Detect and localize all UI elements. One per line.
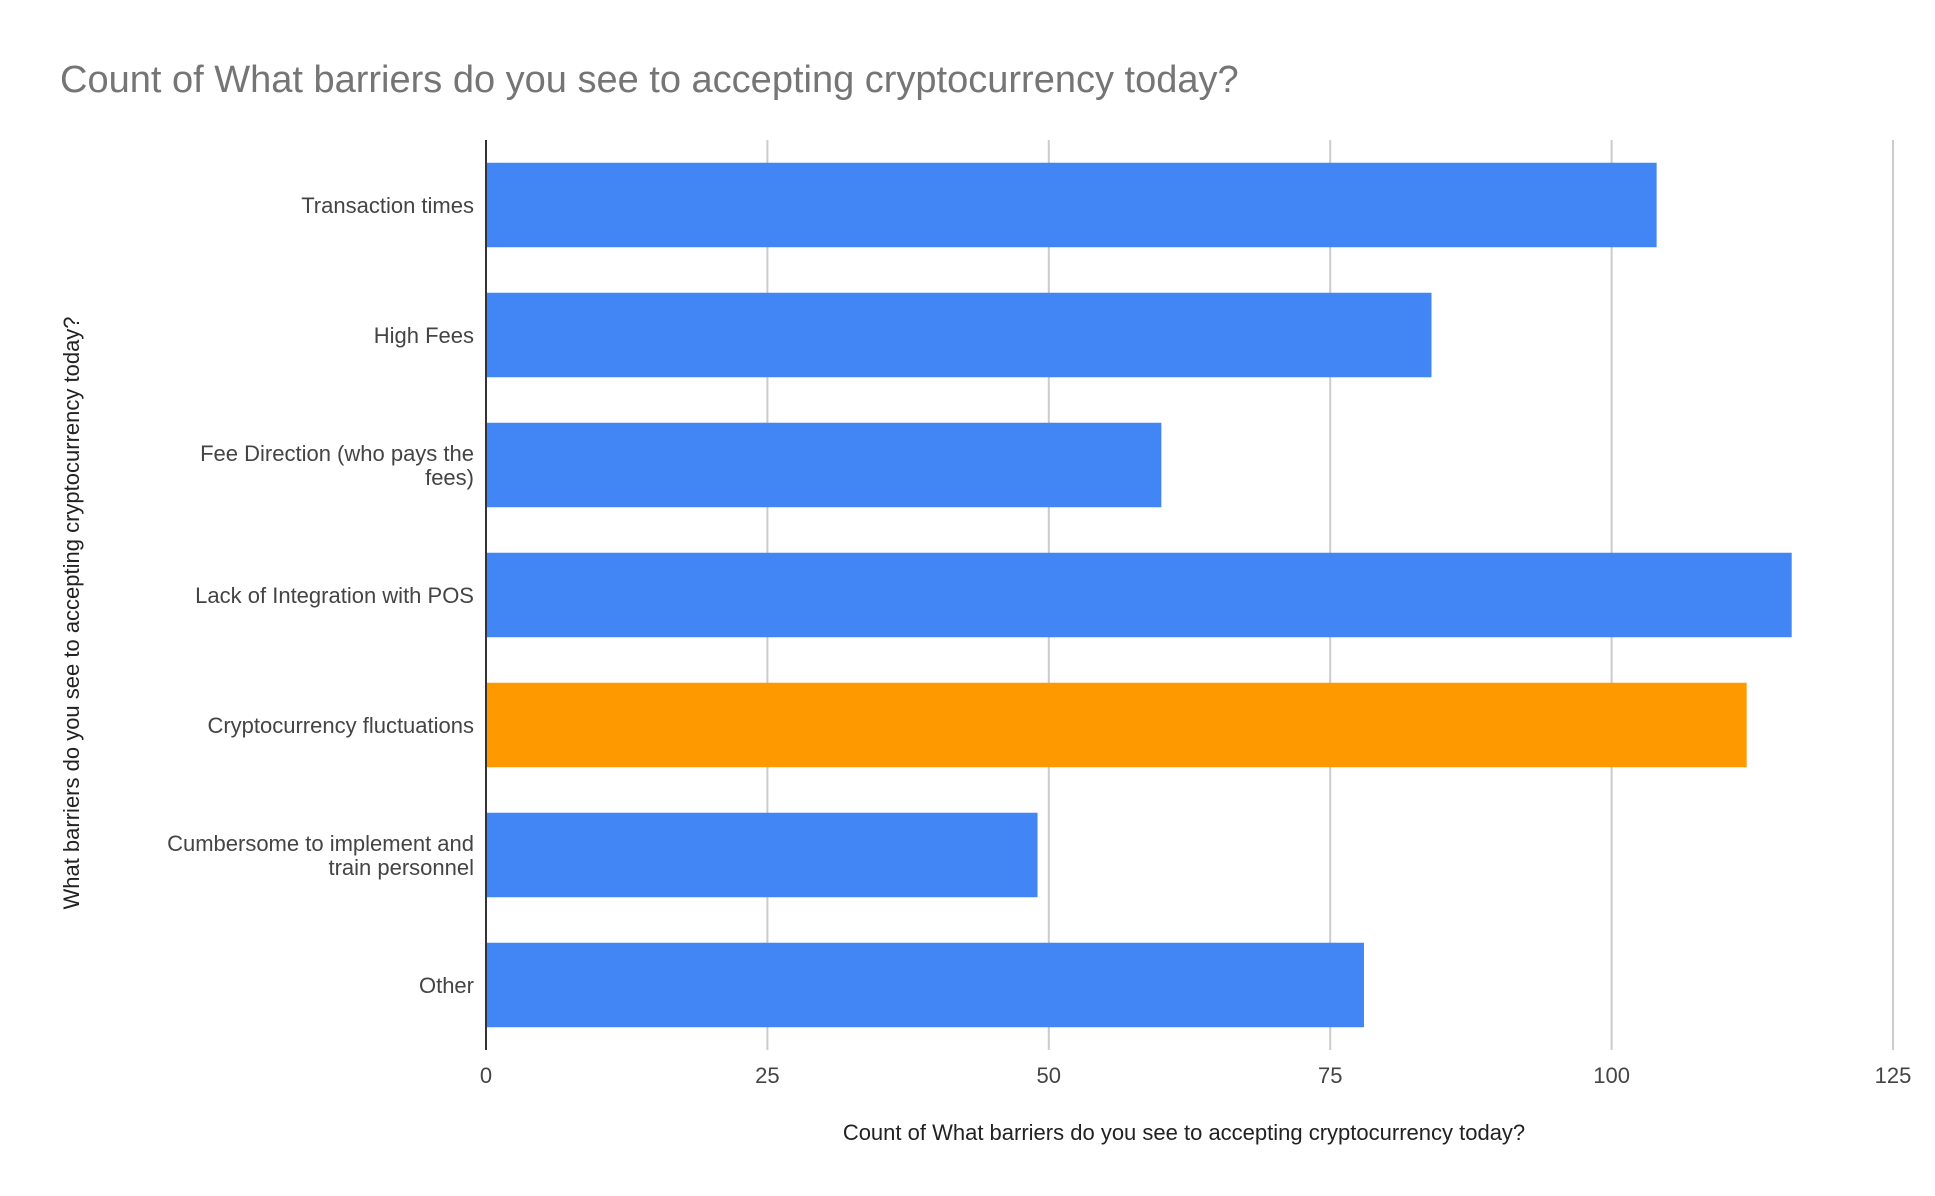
category-label: Cryptocurrency fluctuations [207, 713, 474, 738]
category-label-line: Fee Direction (who pays the [200, 441, 474, 466]
category-label-line: Lack of Integration with POS [195, 583, 474, 608]
bars [486, 162, 1792, 1028]
bar[interactable] [486, 422, 1162, 508]
bar[interactable] [486, 162, 1657, 248]
y-axis-title: What barriers do you see to accepting cr… [59, 316, 84, 909]
x-tick-labels: 0 25 50 75 100 125 [480, 1063, 1911, 1088]
category-label: Lack of Integration with POS [195, 583, 474, 608]
category-label-line: fees) [425, 465, 474, 490]
bar[interactable] [486, 292, 1432, 378]
bar[interactable] [486, 552, 1792, 638]
category-labels: Transaction times High Fees Fee Direction … [167, 193, 474, 998]
bar[interactable] [486, 942, 1364, 1028]
x-tick-label: 50 [1037, 1063, 1061, 1088]
category-label: Transaction times [301, 193, 474, 218]
category-label-line: Transaction times [301, 193, 474, 218]
category-label: Cumbersome to implement and train personn… [167, 831, 474, 880]
x-tick-label: 25 [755, 1063, 779, 1088]
chart-title: Count of What barriers do you see to acc… [60, 59, 1239, 101]
category-label-line: train personnel [328, 855, 474, 880]
x-axis-title: Count of What barriers do you see to acc… [843, 1120, 1525, 1145]
bar[interactable] [486, 682, 1747, 768]
x-tick-label: 0 [480, 1063, 492, 1088]
category-label: High Fees [374, 323, 474, 348]
category-label-line: Cryptocurrency fluctuations [207, 713, 474, 738]
x-tick-label: 100 [1593, 1063, 1630, 1088]
x-tick-label: 125 [1875, 1063, 1912, 1088]
category-label: Other [419, 973, 474, 998]
category-label-line: Cumbersome to implement and [167, 831, 474, 856]
x-tick-label: 75 [1318, 1063, 1342, 1088]
bar[interactable] [486, 812, 1038, 898]
category-label: Fee Direction (who pays the fees) [200, 441, 474, 490]
category-label-line: Other [419, 973, 474, 998]
category-label-line: High Fees [374, 323, 474, 348]
